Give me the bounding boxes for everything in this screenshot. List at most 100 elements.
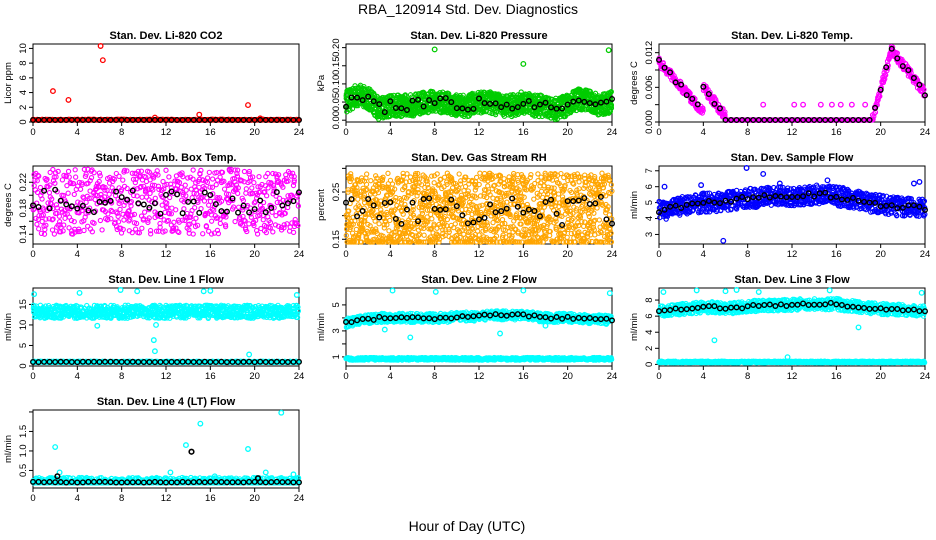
mean-point (290, 198, 297, 205)
data-point (34, 221, 40, 227)
outlier-point (431, 46, 438, 53)
data-point (473, 174, 480, 181)
y-tick-label: 0.05 (331, 93, 342, 112)
data-point (183, 187, 189, 193)
x-tick-label: 12 (787, 127, 798, 138)
mean-point (207, 191, 214, 198)
y-tick-label: 10 (18, 43, 29, 54)
data-series (30, 166, 302, 237)
data-point (200, 231, 206, 237)
mean-point (63, 201, 70, 208)
outlier-point (99, 57, 106, 64)
data-point (213, 182, 219, 188)
data-point (51, 231, 58, 237)
data-point (256, 173, 262, 180)
outlier-point (196, 111, 203, 118)
mean-point (35, 204, 42, 211)
data-point (387, 217, 393, 224)
x-tick-label: 0 (30, 249, 35, 260)
data-point (210, 176, 216, 182)
outlier-point (245, 102, 251, 109)
mean-point (118, 194, 125, 201)
data-point (163, 167, 169, 173)
mean-point (52, 186, 59, 193)
y-tick-label: 4 (18, 90, 29, 95)
x-tick-label: 20 (249, 127, 260, 138)
y-tick-label: 0.25 (331, 183, 342, 202)
data-point (139, 194, 145, 200)
data-point (208, 218, 215, 224)
data-point (182, 182, 188, 188)
x-tick-label: 12 (161, 249, 172, 260)
data-series (30, 43, 302, 123)
data-point (265, 170, 271, 177)
chart-panel: Stan. Dev. Amb. Box Temp.0 4 8 12 16 20 240.14… (3, 152, 304, 260)
data-point (171, 219, 177, 225)
outlier-point (817, 101, 824, 108)
x-tick-label: 8 (432, 127, 437, 138)
data-point (389, 181, 396, 187)
data-point (65, 190, 71, 196)
outlier-point (791, 101, 798, 108)
outlier-point (828, 101, 835, 108)
data-point (368, 178, 374, 184)
data-point (72, 167, 78, 173)
x-tick-label: 4 (75, 249, 80, 260)
x-tick-label: 4 (388, 127, 393, 138)
mean-point (57, 197, 64, 204)
x-tick-label: 20 (875, 127, 886, 138)
figure-title: RBA_120914 Std. Dev. Diagnostics (358, 1, 578, 17)
outlier-point (520, 61, 527, 67)
y-tick-label: 2 (18, 105, 29, 110)
outlier-point (760, 101, 767, 108)
data-point (376, 221, 382, 227)
outlier-point (800, 101, 807, 108)
outlier-point (65, 96, 72, 103)
x-tick-label: 20 (562, 249, 573, 260)
x-tick-label: 4 (388, 249, 393, 260)
mean-point (262, 209, 269, 216)
data-point (59, 177, 66, 183)
data-point (452, 221, 458, 227)
x-tick-label: 16 (205, 127, 216, 138)
data-point (116, 173, 122, 179)
mean-point (190, 198, 197, 205)
y-tick-label: 0.20 (331, 38, 342, 57)
data-point (97, 173, 103, 179)
x-tick-label: 16 (831, 127, 842, 138)
data-point (56, 213, 63, 219)
data-point (206, 169, 212, 176)
mean-point (46, 205, 53, 212)
data-series (343, 170, 615, 245)
mean-point (376, 101, 383, 108)
data-point (243, 190, 249, 196)
data-point (65, 168, 72, 175)
x-tick-label: 4 (75, 127, 80, 138)
mean-point (257, 197, 264, 204)
outlier-point (605, 47, 612, 54)
data-point (62, 215, 68, 221)
mean-point (74, 205, 81, 212)
data-point (49, 227, 56, 233)
mean-point (68, 203, 75, 210)
data-point (251, 180, 257, 186)
y-axis-label: degrees C (3, 183, 14, 227)
mean-point (179, 210, 186, 217)
x-tick-label: 4 (701, 127, 706, 138)
y-axis-label: degrees C (629, 61, 640, 105)
data-point (221, 186, 228, 192)
y-tick-label: 0.006 (644, 75, 655, 99)
data-point (81, 227, 87, 234)
data-point (139, 225, 145, 231)
data-point (441, 174, 448, 180)
data-point (166, 174, 172, 180)
panel-title: Stan. Dev. Amb. Box Temp. (96, 152, 237, 164)
data-point (429, 216, 435, 222)
mean-point (135, 200, 142, 207)
y-tick-label: 0.10 (331, 75, 342, 94)
data-series (656, 43, 927, 123)
data-point (243, 186, 250, 192)
mean-point (140, 201, 147, 208)
mean-point (201, 189, 208, 196)
